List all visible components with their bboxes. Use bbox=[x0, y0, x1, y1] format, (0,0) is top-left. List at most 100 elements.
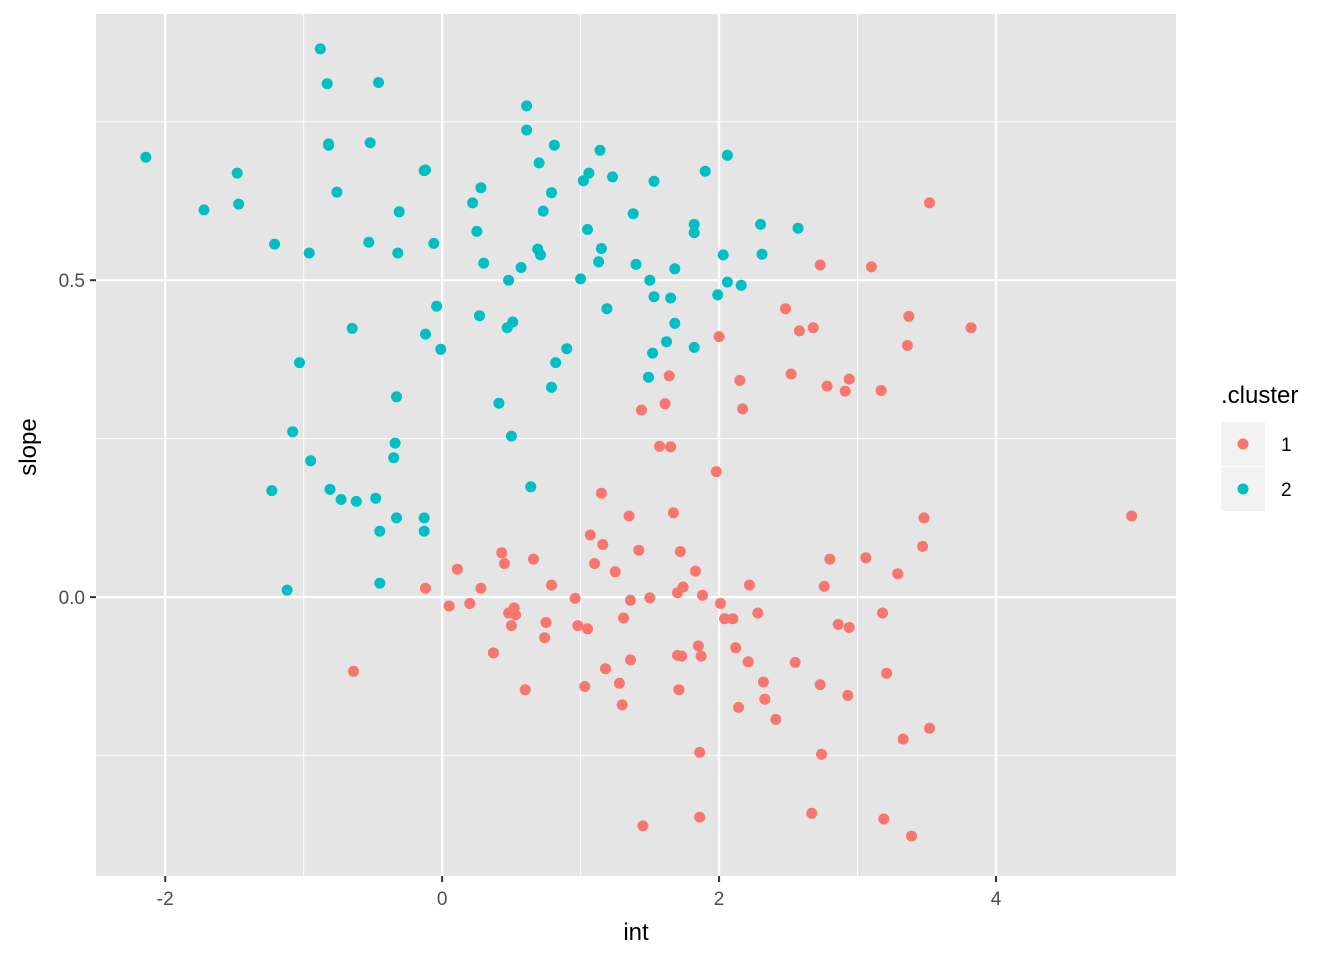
data-point-cluster-2 bbox=[575, 273, 587, 285]
data-point-cluster-2 bbox=[335, 494, 347, 505]
data-point-cluster-1 bbox=[633, 544, 645, 556]
data-point-cluster-2 bbox=[550, 357, 562, 369]
data-point-cluster-2 bbox=[661, 336, 672, 348]
data-point-cluster-2 bbox=[688, 341, 700, 353]
data-point-cluster-2 bbox=[535, 249, 546, 261]
data-point-cluster-1 bbox=[727, 613, 739, 625]
legend-label-1: 1 bbox=[1281, 435, 1292, 456]
data-point-cluster-2 bbox=[630, 258, 642, 270]
data-point-cluster-1 bbox=[589, 558, 600, 569]
data-point-cluster-1 bbox=[540, 617, 552, 628]
data-point-cluster-1 bbox=[475, 582, 487, 594]
panel-background bbox=[96, 14, 1176, 876]
data-point-cluster-1 bbox=[569, 592, 581, 604]
data-point-cluster-2 bbox=[647, 347, 659, 359]
x-tick-label: -2 bbox=[157, 889, 174, 910]
data-point-cluster-2 bbox=[717, 249, 729, 261]
data-point-cluster-2 bbox=[281, 584, 293, 596]
data-point-cluster-1 bbox=[878, 813, 890, 825]
data-point-cluster-1 bbox=[654, 440, 665, 452]
data-point-cluster-2 bbox=[363, 236, 375, 248]
data-point-cluster-1 bbox=[816, 748, 827, 760]
x-tick-label: 4 bbox=[991, 889, 1002, 910]
data-point-cluster-1 bbox=[695, 650, 707, 662]
data-point-cluster-2 bbox=[627, 208, 639, 220]
data-point-cluster-1 bbox=[597, 539, 609, 550]
data-point-cluster-1 bbox=[789, 656, 801, 668]
data-point-cluster-1 bbox=[733, 701, 744, 713]
data-point-cluster-1 bbox=[451, 563, 463, 575]
data-point-cluster-2 bbox=[388, 452, 400, 464]
data-point-cluster-2 bbox=[350, 495, 362, 507]
data-point-cluster-2 bbox=[669, 317, 681, 329]
data-point-cluster-1 bbox=[595, 487, 607, 499]
data-point-cluster-1 bbox=[692, 640, 704, 652]
data-point-cluster-2 bbox=[475, 182, 487, 194]
data-point-cluster-2 bbox=[474, 310, 485, 322]
data-point-cluster-2 bbox=[321, 78, 333, 90]
data-point-cluster-2 bbox=[471, 225, 483, 237]
data-point-cluster-1 bbox=[793, 325, 805, 337]
data-point-cluster-2 bbox=[712, 289, 724, 301]
data-point-cluster-2 bbox=[198, 204, 210, 216]
data-point-cluster-2 bbox=[521, 100, 533, 112]
data-point-cluster-1 bbox=[824, 553, 836, 565]
data-point-cluster-1 bbox=[710, 466, 722, 478]
data-point-cluster-1 bbox=[582, 623, 593, 635]
data-point-cluster-1 bbox=[715, 598, 726, 609]
data-point-cluster-2 bbox=[735, 279, 747, 291]
data-point-cluster-2 bbox=[428, 237, 440, 249]
data-point-cluster-2 bbox=[688, 227, 700, 239]
data-point-cluster-2 bbox=[324, 483, 336, 495]
plot-panel bbox=[96, 14, 1176, 876]
data-point-cluster-1 bbox=[644, 592, 656, 604]
data-point-cluster-2 bbox=[420, 328, 431, 340]
data-point-cluster-1 bbox=[752, 607, 764, 619]
data-point-cluster-2 bbox=[393, 206, 405, 218]
data-point-cluster-1 bbox=[843, 622, 855, 633]
data-point-cluster-1 bbox=[818, 580, 830, 592]
data-point-cluster-1 bbox=[694, 746, 706, 758]
legend-key-2 bbox=[1237, 483, 1249, 495]
data-point-cluster-2 bbox=[370, 492, 382, 504]
data-point-cluster-1 bbox=[528, 553, 539, 565]
data-point-cluster-2 bbox=[593, 256, 605, 268]
data-point-cluster-2 bbox=[583, 167, 595, 179]
data-point-cluster-1 bbox=[842, 689, 854, 701]
data-point-cluster-2 bbox=[546, 381, 557, 393]
data-point-cluster-1 bbox=[906, 830, 917, 842]
data-point-cluster-1 bbox=[737, 403, 749, 415]
data-point-cluster-2 bbox=[537, 205, 549, 217]
data-point-cluster-2 bbox=[601, 303, 613, 315]
data-point-cluster-1 bbox=[734, 374, 746, 386]
data-point-cluster-2 bbox=[648, 291, 660, 303]
y-tick-label: 0.5 bbox=[59, 271, 85, 292]
data-point-cluster-2 bbox=[269, 238, 281, 250]
data-point-cluster-1 bbox=[806, 807, 818, 819]
data-point-cluster-2 bbox=[389, 437, 401, 449]
data-point-cluster-1 bbox=[865, 261, 877, 273]
data-point-cluster-1 bbox=[759, 693, 771, 705]
data-point-cluster-1 bbox=[730, 642, 742, 654]
data-point-cluster-1 bbox=[625, 594, 636, 606]
data-point-cluster-2 bbox=[594, 144, 606, 156]
y-tick-label: 0.0 bbox=[59, 588, 85, 609]
data-point-cluster-2 bbox=[595, 243, 607, 254]
data-point-cluster-2 bbox=[521, 124, 533, 136]
data-point-cluster-2 bbox=[561, 343, 573, 355]
data-point-cluster-1 bbox=[618, 612, 629, 624]
data-point-cluster-1 bbox=[572, 620, 584, 632]
data-point-cluster-2 bbox=[331, 186, 343, 198]
data-point-cluster-1 bbox=[636, 404, 647, 416]
data-point-cluster-1 bbox=[616, 699, 628, 711]
data-point-cluster-1 bbox=[924, 722, 935, 734]
data-point-cluster-2 bbox=[648, 175, 660, 187]
data-point-cluster-1 bbox=[694, 811, 706, 823]
data-point-cluster-2 bbox=[140, 151, 152, 163]
data-point-cluster-2 bbox=[721, 276, 733, 288]
data-point-cluster-2 bbox=[478, 257, 490, 269]
data-point-cluster-1 bbox=[713, 331, 725, 343]
data-point-cluster-2 bbox=[435, 343, 447, 355]
data-point-cluster-2 bbox=[323, 139, 335, 151]
data-point-cluster-2 bbox=[546, 187, 557, 199]
